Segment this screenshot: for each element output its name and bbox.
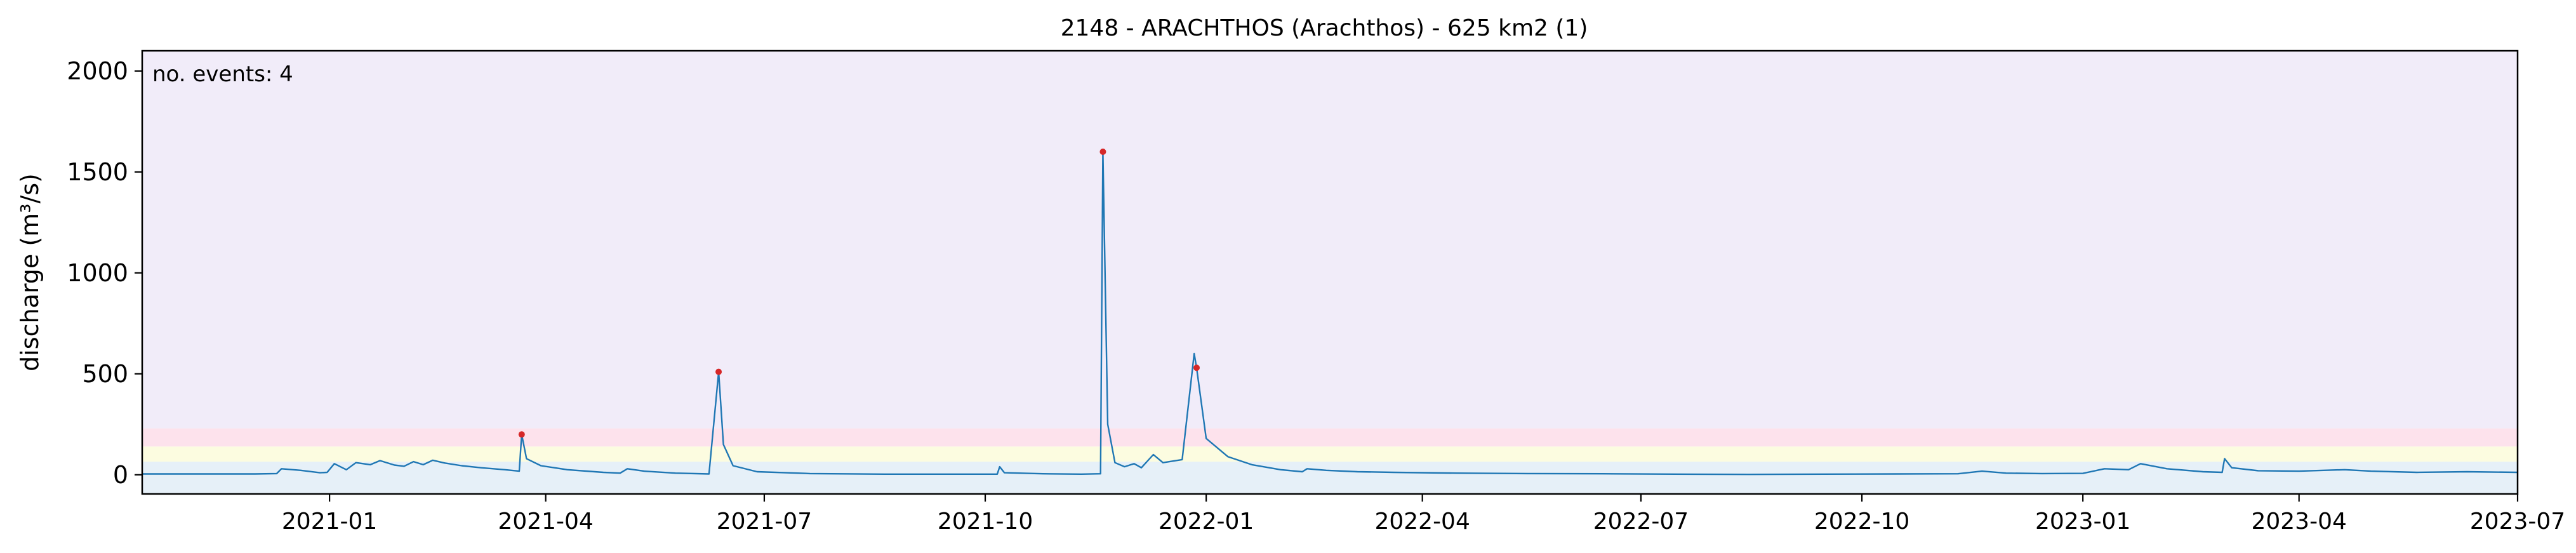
threshold-band-1: [142, 446, 2518, 462]
x-tick-label: 2022-04: [1374, 509, 1470, 535]
event-marker-3: [1099, 148, 1106, 155]
x-tick-label: 2022-01: [1159, 509, 1254, 535]
y-tick-label: 1500: [67, 158, 128, 186]
threshold-band-3: [142, 51, 2518, 429]
x-tick-label: 2023-01: [2035, 509, 2130, 535]
y-tick-label: 1000: [67, 259, 128, 287]
band-base: [142, 462, 2518, 494]
y-tick-label: 2000: [67, 57, 128, 85]
events-count-annotation: no. events: 4: [152, 62, 293, 87]
x-tick-label: 2022-07: [1593, 509, 1689, 535]
x-tick-label: 2021-04: [498, 509, 593, 535]
x-tick-label: 2021-10: [938, 509, 1033, 535]
x-tick-label: 2023-04: [2251, 509, 2346, 535]
x-tick-label: 2022-10: [1814, 509, 1909, 535]
x-tick-label: 2023-07: [2470, 509, 2565, 535]
discharge-series-line: [142, 150, 2518, 476]
event-marker-1: [518, 431, 525, 438]
y-tick-label: 500: [82, 360, 128, 388]
plot-area: 2021-01 2021-04 2021-07 2021-10 2022-01 2022-…: [67, 50, 2565, 535]
event-marker-2: [715, 368, 722, 375]
chart-title: 2148 - ARACHTHOS (Arachthos) - 625 km2 (…: [1061, 15, 1588, 41]
y-axis-label: discharge (m³/s): [16, 173, 44, 371]
x-tick-label: 2021-01: [282, 509, 377, 535]
x-tick-label: 2021-07: [717, 509, 812, 535]
event-marker-4: [1193, 364, 1200, 371]
threshold-band-2: [142, 428, 2518, 447]
y-tick-label: 0: [113, 461, 128, 489]
